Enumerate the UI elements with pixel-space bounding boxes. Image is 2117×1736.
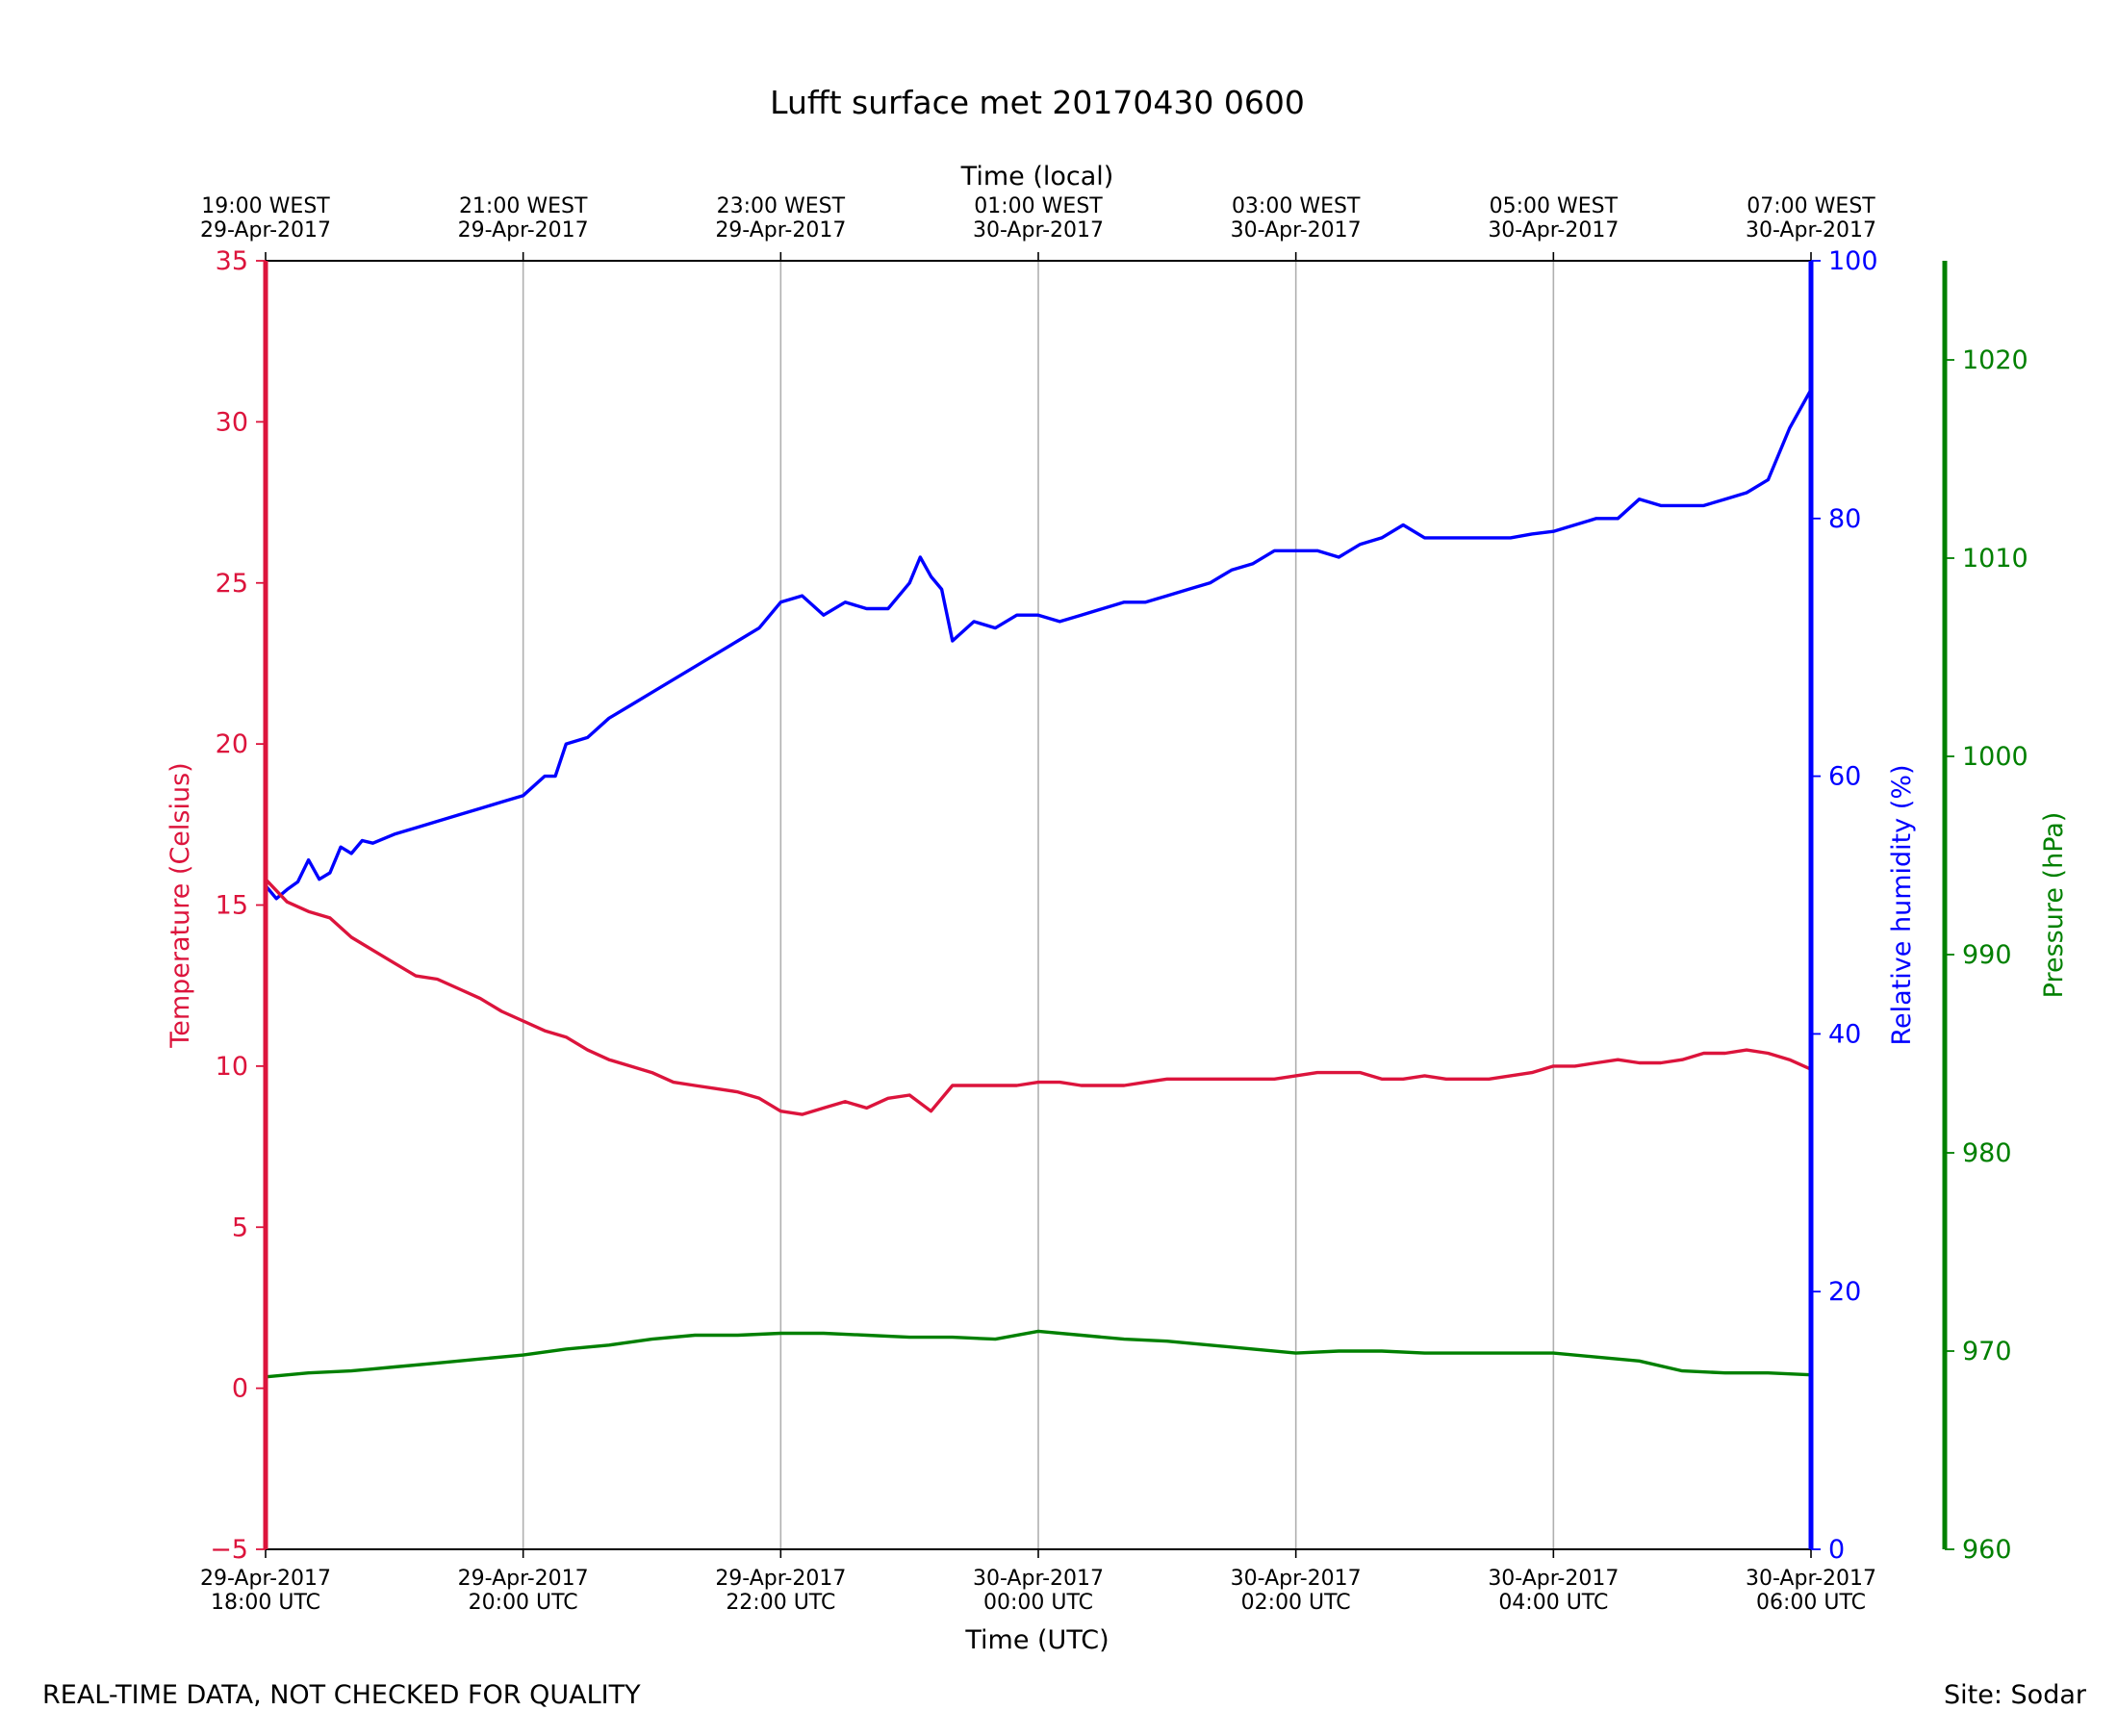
temperature-tick-label: 5 [232, 1213, 248, 1242]
temperature-tick-label: 15 [216, 891, 248, 921]
top-tick-label: 30-Apr-2017 [1746, 218, 1876, 243]
humidity-tick-label: 60 [1828, 762, 1861, 792]
temperature-tick-label: 35 [216, 246, 248, 276]
x-tick-label: 04:00 UTC [1498, 1591, 1608, 1615]
pressure-tick-label: 970 [1962, 1337, 2012, 1366]
top-tick-label: 05:00 WEST [1490, 194, 1619, 218]
pressure-tick-label: 960 [1962, 1535, 2012, 1565]
x-tick-label: 30-Apr-2017 [1231, 1567, 1362, 1591]
chart-title: Lufft surface met 20170430 0600 [770, 84, 1305, 121]
humidity-tick-label: 100 [1828, 246, 1878, 276]
x-tick-label: 02:00 UTC [1241, 1591, 1351, 1615]
top-tick-label: 30-Apr-2017 [1488, 218, 1619, 243]
top-tick-label: 19:00 WEST [201, 194, 330, 218]
x-tick-label: 20:00 UTC [469, 1591, 578, 1615]
data-series [264, 388, 1813, 1379]
humidity-axis-label: Relative humidity (%) [1887, 764, 1917, 1045]
top-tick-label: 29-Apr-2017 [200, 218, 331, 243]
temperature-tick-label: −5 [210, 1535, 248, 1565]
x-tick-label: 06:00 UTC [1756, 1591, 1866, 1615]
top-tick-label: 29-Apr-2017 [458, 218, 589, 243]
humidity-tick-label: 80 [1828, 504, 1861, 534]
temperature-tick-label: 0 [232, 1374, 248, 1404]
pressure-axis-label: Pressure (hPa) [2039, 812, 2069, 999]
pressure-tick-label: 1000 [1962, 742, 2028, 772]
top-tick-label: 03:00 WEST [1232, 194, 1361, 218]
temperature-tick-label: 20 [216, 729, 248, 759]
x-tick-label: 29-Apr-2017 [458, 1567, 589, 1591]
x-tick-label: 30-Apr-2017 [973, 1567, 1104, 1591]
x-tick-label: 00:00 UTC [983, 1591, 1093, 1615]
temperature-axis-label: Temperature (Celsius) [166, 762, 195, 1048]
temperature-tick-label: 30 [216, 407, 248, 437]
pressure-tick-label: 980 [1962, 1138, 2012, 1168]
top-tick-label: 23:00 WEST [717, 194, 846, 218]
x-tick-label: 29-Apr-2017 [200, 1567, 331, 1591]
temperature-tick-label: 10 [216, 1052, 248, 1082]
x-tick-label: 18:00 UTC [211, 1591, 320, 1615]
x-tick-label: 29-Apr-2017 [715, 1567, 846, 1591]
pressure-tick-label: 990 [1962, 940, 2012, 970]
top-tick-label: 01:00 WEST [974, 194, 1103, 218]
quality-disclaimer: REAL-TIME DATA, NOT CHECKED FOR QUALITY [42, 1680, 641, 1710]
site-label: Site: Sodar [1944, 1680, 2087, 1710]
top-tick-label: 29-Apr-2017 [715, 218, 846, 243]
x-tick-label: 30-Apr-2017 [1746, 1567, 1876, 1591]
x-tick-label: 30-Apr-2017 [1488, 1567, 1619, 1591]
x-tick-label: 22:00 UTC [726, 1591, 835, 1615]
top-axis-label: Time (local) [960, 162, 1114, 191]
humidity-tick-label: 0 [1828, 1535, 1845, 1565]
pressure-tick-label: 1010 [1962, 544, 2028, 574]
pressure-tick-label: 1020 [1962, 345, 2028, 375]
vertical-gridlines [522, 261, 1555, 1549]
top-tick-label: 07:00 WEST [1747, 194, 1875, 218]
humidity-tick-label: 40 [1828, 1019, 1861, 1049]
humidity-series-line [264, 388, 1813, 901]
top-tick-label: 30-Apr-2017 [1231, 218, 1362, 243]
humidity-tick-label: 20 [1828, 1277, 1861, 1307]
x-axis-label: Time (UTC) [964, 1625, 1109, 1655]
pressure-series-line [264, 1329, 1813, 1379]
top-tick-label: 30-Apr-2017 [973, 218, 1104, 243]
temperature-series-line [264, 878, 1813, 1116]
temperature-tick-label: 25 [216, 569, 248, 599]
top-tick-label: 21:00 WEST [459, 194, 588, 218]
